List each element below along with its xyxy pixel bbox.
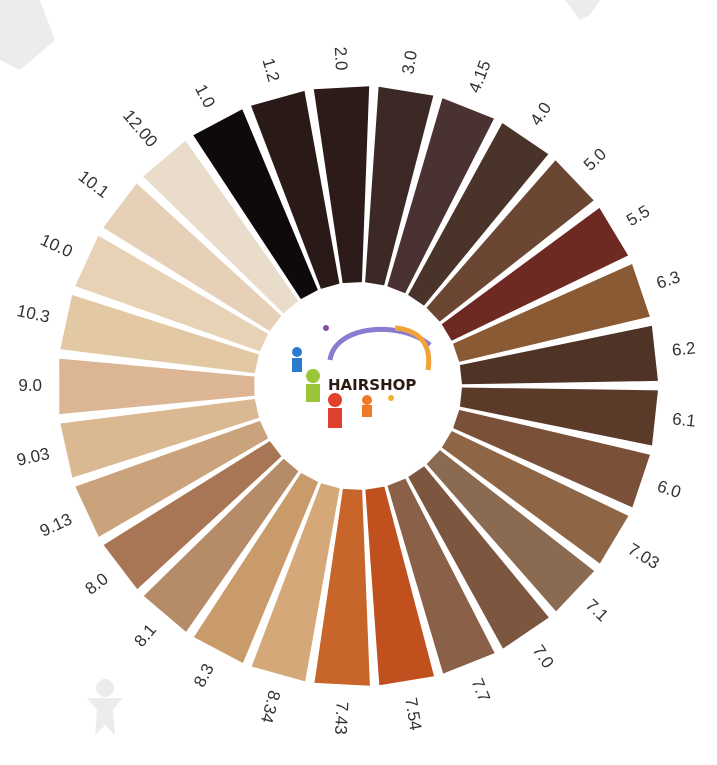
swatch-7.43 (314, 488, 370, 686)
swatch-label: 8.3 (190, 660, 218, 690)
swatch-10.1 (103, 183, 282, 332)
swatch-label: 6.2 (671, 338, 697, 359)
swatch-label: 4.15 (465, 58, 495, 96)
swatch-label: 6.0 (655, 477, 683, 503)
swatch-5.0 (426, 160, 594, 322)
swatch-7.1 (426, 450, 595, 612)
swatch-label: 5.0 (580, 145, 610, 175)
swatch-label: 8.34 (257, 688, 284, 725)
swatch-12.00 (143, 140, 299, 314)
person-icon (87, 679, 123, 735)
swatch-7.7 (387, 478, 495, 674)
swatch-6.3 (453, 263, 650, 362)
swatch-6.1 (459, 387, 658, 446)
swatch-label: 8.1 (130, 620, 160, 650)
swatch-8.1 (143, 458, 299, 632)
swatch-10.0 (75, 235, 268, 352)
swatch-4.15 (387, 98, 495, 294)
swatch-label: 7.54 (401, 696, 425, 732)
swatch-2.0 (313, 86, 370, 284)
swatch-label: 7.43 (331, 701, 352, 735)
swatch-label: 1.2 (259, 56, 284, 84)
swatch-9.13 (75, 420, 269, 537)
swatch-label: 4.0 (526, 99, 555, 129)
swatch-5.5 (441, 207, 629, 341)
swatch-label: 12.00 (119, 106, 161, 151)
swatch-8.0 (103, 441, 282, 590)
swatch-label: 9.0 (18, 376, 42, 395)
swatch-6.2 (459, 325, 658, 385)
swatch-8.3 (193, 473, 319, 664)
swatch-6.0 (453, 409, 651, 508)
swatch-7.54 (365, 486, 435, 686)
swatch-label: 7.0 (529, 641, 558, 671)
swatch-label: 6.1 (671, 409, 697, 430)
star-icon (565, 0, 600, 20)
swatch-label: 1.0 (191, 81, 219, 111)
swatch-label: 5.5 (623, 202, 653, 230)
swatch-group (59, 86, 658, 686)
star-icon (0, 0, 55, 70)
brand-name: HAIRSHOP (328, 376, 416, 394)
swatch-4.0 (408, 123, 549, 306)
swatch-label: 6.3 (654, 267, 682, 293)
swatch-9.0 (59, 358, 255, 415)
swatch-label: 9.03 (15, 444, 51, 470)
swatch-1.0 (193, 109, 318, 300)
swatch-label: 10.3 (15, 301, 51, 327)
swatch-10.3 (60, 295, 259, 374)
center-logo: HAIRSHOP (256, 284, 460, 488)
swatch-label: 7.1 (582, 595, 612, 625)
swatch-label: 10.1 (75, 167, 113, 202)
swatch-label: 8.0 (81, 569, 111, 598)
swatch-7.0 (408, 466, 549, 649)
background-stars (0, 0, 600, 735)
swatch-9.03 (60, 398, 259, 478)
swatch-label: 2.0 (331, 46, 351, 71)
people-icon (292, 325, 394, 428)
swatch-label: 3.0 (398, 49, 421, 75)
swatch-label: 7.7 (467, 676, 493, 705)
swatch-1.2 (251, 90, 340, 289)
swatch-label: 9.13 (37, 509, 75, 540)
swatch-8.34 (251, 483, 340, 682)
swatch-label: 7.03 (625, 540, 663, 573)
swatch-3.0 (365, 86, 434, 286)
swatch-label: 10.0 (37, 230, 75, 261)
swatch-7.03 (441, 431, 629, 564)
